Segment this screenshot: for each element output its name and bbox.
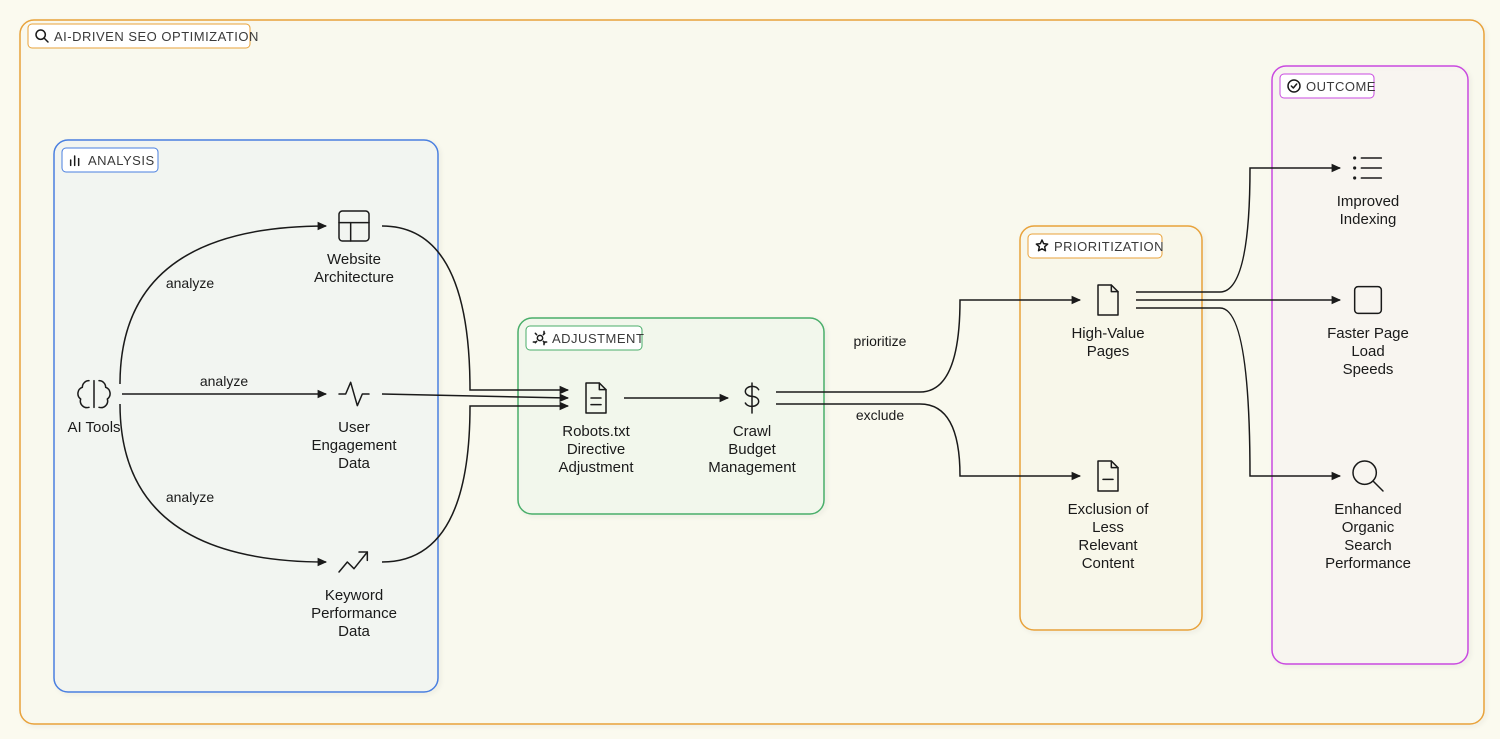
edge-label: prioritize xyxy=(854,333,907,349)
adjustment-group: ADJUSTMENT xyxy=(518,318,824,514)
node-label-robots: Robots.txtDirectiveAdjustment xyxy=(558,423,634,476)
edge-label: analyze xyxy=(166,275,214,291)
outer-title: AI-DRIVEN SEO OPTIMIZATION xyxy=(54,29,259,44)
analysis-title: ANALYSIS xyxy=(88,153,155,168)
prioritization-title: PRIORITIZATION xyxy=(1054,239,1164,254)
node-label-ai_tools: AI Tools xyxy=(67,419,120,436)
adjustment-title: ADJUSTMENT xyxy=(552,331,644,346)
edge-label: analyze xyxy=(200,373,248,389)
outcome-title: OUTCOME xyxy=(1306,79,1376,94)
edge-label: exclude xyxy=(856,407,904,423)
node-label-indexing: ImprovedIndexing xyxy=(1337,193,1400,228)
edge-label: analyze xyxy=(166,489,214,505)
